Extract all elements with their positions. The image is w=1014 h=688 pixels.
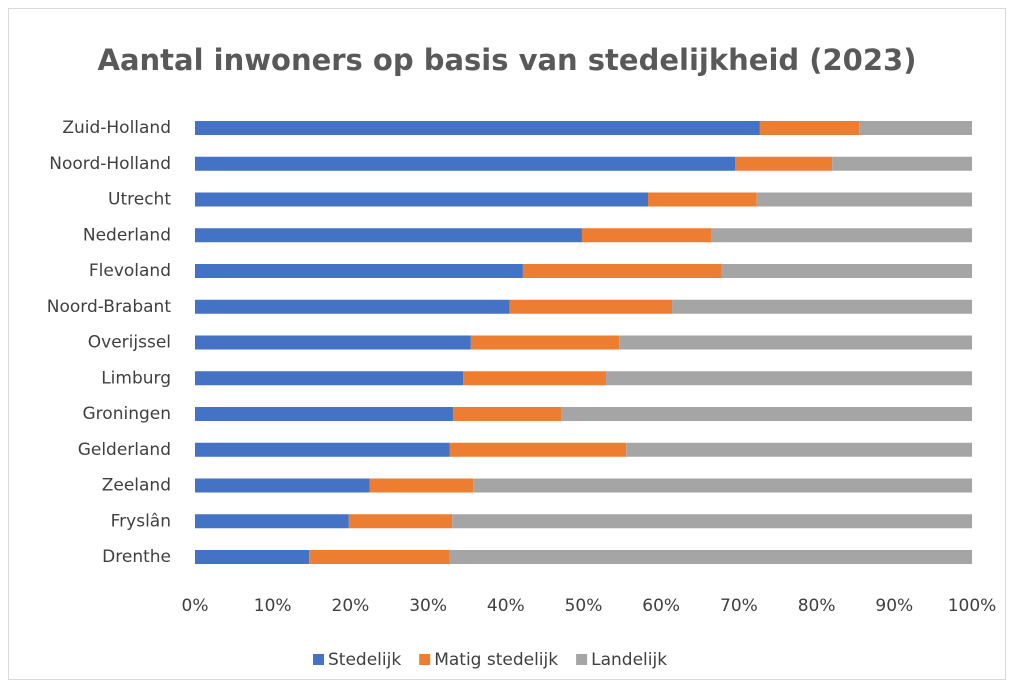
bar-segment: [195, 478, 370, 493]
y-tick-label: Nederland: [83, 225, 171, 245]
x-tick-label: 80%: [798, 596, 836, 616]
bar-segment: [195, 192, 648, 207]
legend-swatch: [576, 654, 588, 665]
bar-segment: [195, 299, 510, 314]
y-tick-label: Noord-Brabant: [47, 297, 172, 317]
bar-segment: [195, 228, 582, 243]
bar-segment: [581, 228, 712, 243]
legend-swatch: [313, 654, 324, 665]
bar-segment: [711, 228, 972, 243]
x-tick-label: 50%: [565, 596, 603, 616]
bar-segment: [309, 550, 450, 564]
bar-segment: [195, 514, 349, 529]
y-tick-label: Noord-Holland: [49, 154, 171, 174]
y-tick-label: Limburg: [101, 368, 171, 388]
legend-label: Matig stedelijk: [434, 650, 558, 670]
y-tick-label: Zeeland: [102, 476, 171, 496]
x-tick-label: 90%: [875, 596, 913, 616]
bar-segment: [452, 407, 562, 421]
bar-segment: [672, 299, 972, 314]
y-tick-label: Fryslân: [111, 511, 171, 531]
bar-segment: [369, 478, 474, 493]
bar-segment: [473, 478, 972, 493]
bar-segment: [195, 371, 464, 386]
bar-segment: [606, 371, 972, 386]
y-tick-label: Flevoland: [89, 261, 171, 281]
legend-label: Landelijk: [591, 650, 667, 670]
y-tick-label: Overijssel: [88, 333, 171, 353]
bar-segment: [832, 156, 972, 171]
bar-segment: [735, 156, 833, 171]
bar-segment: [195, 442, 450, 457]
bar-segment: [561, 407, 972, 421]
bar-segment: [759, 121, 860, 135]
x-tick-label: 100%: [948, 596, 997, 616]
x-tick-label: 0%: [182, 596, 209, 616]
bar-segment: [522, 264, 722, 278]
y-tick-label: Groningen: [83, 404, 172, 424]
x-tick-label: 30%: [409, 596, 447, 616]
bar-segment: [859, 121, 972, 135]
bar-segment: [509, 299, 673, 314]
bar-segment: [195, 550, 310, 564]
y-tick-label: Zuid-Holland: [62, 118, 171, 138]
x-tick-label: 10%: [254, 596, 292, 616]
bar-segment: [449, 442, 627, 457]
y-tick-label: Drenthe: [102, 547, 171, 567]
legend-swatch: [419, 654, 431, 665]
bar-segment: [647, 192, 757, 207]
bar-segment: [756, 192, 972, 207]
x-tick-label: 40%: [487, 596, 525, 616]
bar-segment: [463, 371, 607, 386]
bar-segment: [619, 335, 972, 350]
chart-title: Aantal inwoners op basis van stedelijkhe…: [98, 43, 917, 77]
bar-segment: [195, 335, 471, 350]
bar-segment: [348, 514, 453, 529]
bar-segment: [449, 550, 973, 564]
bar-segment: [721, 264, 972, 278]
x-tick-label: 70%: [720, 596, 758, 616]
y-tick-label: Gelderland: [78, 440, 171, 460]
x-tick-label: 20%: [332, 596, 370, 616]
bar-segment: [470, 335, 620, 350]
bar-segment: [195, 407, 453, 421]
bar-segment: [195, 264, 523, 278]
legend-label: Stedelijk: [328, 650, 401, 670]
bar-segment: [195, 121, 760, 135]
x-tick-label: 60%: [642, 596, 680, 616]
bar-segment: [195, 156, 736, 171]
bar-segment: [626, 442, 972, 457]
bar-segment: [452, 514, 972, 529]
y-tick-label: Utrecht: [108, 190, 171, 210]
